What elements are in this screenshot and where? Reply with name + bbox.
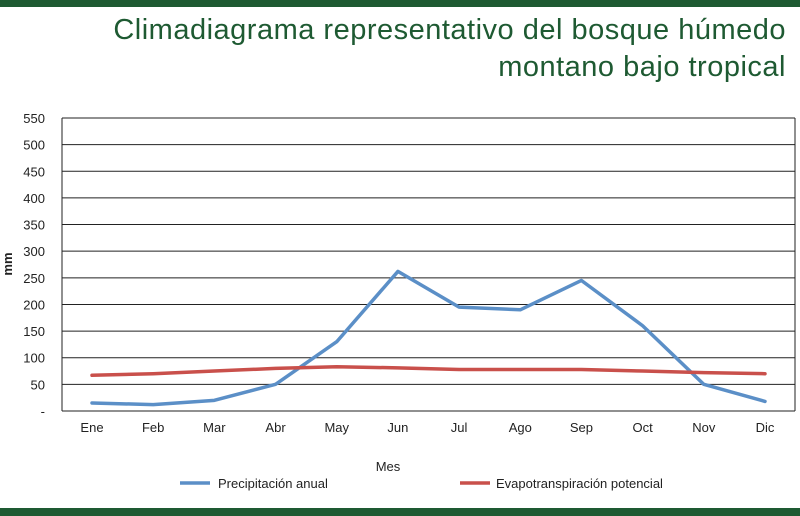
x-tick-label: Ene bbox=[80, 420, 103, 435]
gridlines bbox=[61, 117, 796, 412]
x-tick-labels: Ene Feb Mar Abr May Jun Jul Ago Sep Oct Nov Dic bbox=[80, 420, 774, 435]
y-tick-label: 50 bbox=[31, 377, 45, 392]
chart-title-line-2: montano bajo tropical bbox=[498, 51, 786, 83]
chart-title-line-1: Climadiagrama representativo del bosque … bbox=[113, 14, 786, 46]
x-tick-label: May bbox=[324, 420, 349, 435]
y-tick-label: 200 bbox=[23, 297, 45, 312]
x-tick-label: Dic bbox=[756, 420, 775, 435]
y-tick-label: 450 bbox=[23, 164, 45, 179]
bottom-band bbox=[0, 508, 800, 516]
y-tick-label: 100 bbox=[23, 351, 45, 366]
y-tick-label: 400 bbox=[23, 191, 45, 206]
y-tick-label: - bbox=[41, 404, 45, 419]
x-tick-label: Sep bbox=[570, 420, 593, 435]
legend-label: Precipitación anual bbox=[218, 476, 328, 491]
y-tick-label: 550 bbox=[23, 111, 45, 126]
x-tick-label: Feb bbox=[142, 420, 164, 435]
y-tick-label: 300 bbox=[23, 244, 45, 259]
x-tick-label: Nov bbox=[692, 420, 716, 435]
top-band bbox=[0, 0, 800, 7]
x-axis-label: Mes bbox=[376, 459, 401, 474]
series-line-evapotranspiracion bbox=[90, 365, 767, 378]
x-tick-label: Jul bbox=[451, 420, 468, 435]
legend-label: Evapotranspiración potencial bbox=[496, 476, 663, 491]
x-tick-label: Oct bbox=[633, 420, 654, 435]
legend: Precipitación anual Evapotranspiración po… bbox=[180, 476, 663, 491]
chart-title: Climadiagrama representativo del bosque … bbox=[86, 12, 786, 86]
y-axis-label: mm bbox=[0, 252, 15, 275]
x-tick-label: Jun bbox=[387, 420, 408, 435]
x-tick-label: Abr bbox=[265, 420, 286, 435]
series-line-precipitacion bbox=[90, 269, 767, 407]
y-tick-label: 350 bbox=[23, 218, 45, 233]
series-lines bbox=[90, 269, 767, 407]
y-tick-label: 500 bbox=[23, 138, 45, 153]
y-tick-label: 250 bbox=[23, 271, 45, 286]
x-tick-label: Mar bbox=[203, 420, 226, 435]
x-tick-label: Ago bbox=[509, 420, 532, 435]
y-tick-labels: - 50 100 150 200 250 300 350 400 450 500 550 bbox=[23, 111, 45, 419]
y-tick-label: 150 bbox=[23, 324, 45, 339]
